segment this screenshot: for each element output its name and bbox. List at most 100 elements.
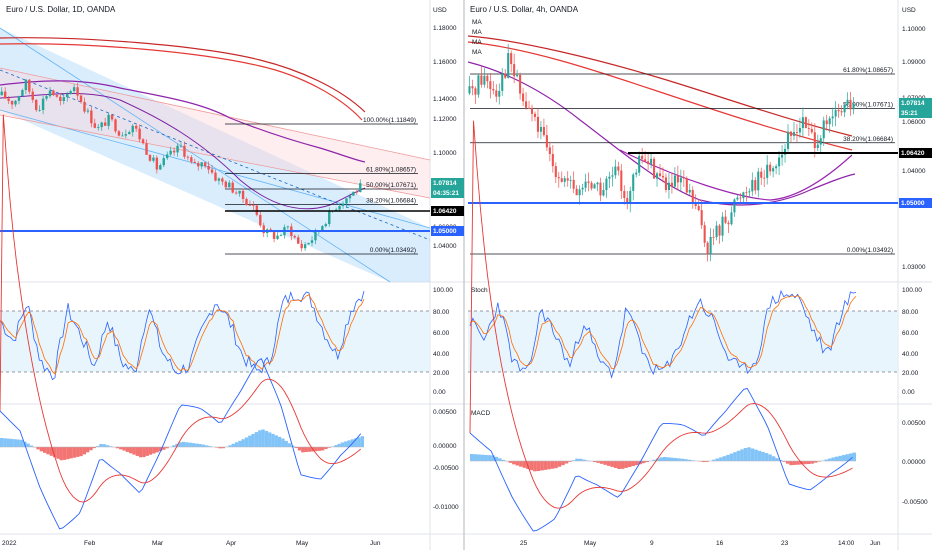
macd-histogram-bar <box>185 442 189 447</box>
macd-histogram-bar <box>599 461 604 464</box>
ma-legend-label: MA <box>472 39 482 46</box>
macd-histogram-bar <box>494 456 499 461</box>
left-macd-pane[interactable] <box>0 114 364 530</box>
macd-histogram-bar <box>631 461 635 467</box>
right-level-105: 1.05000 <box>901 200 925 207</box>
candle-body <box>718 225 721 236</box>
ma-100 <box>0 43 363 121</box>
macd-histogram-bar <box>317 447 321 451</box>
macd-histogram-bar <box>360 436 364 447</box>
macd-histogram-bar <box>705 461 709 462</box>
candle-body <box>822 120 825 139</box>
left-axis-unit: USD <box>433 7 447 14</box>
candle-body <box>10 100 14 105</box>
candle-body <box>110 114 114 120</box>
macd-histogram-bar <box>743 448 748 461</box>
macd-histogram-bar <box>16 439 20 447</box>
candle-body <box>816 144 819 149</box>
macd-histogram-bar <box>330 446 335 447</box>
macd-histogram-bar <box>789 461 793 466</box>
right-x-tick: 14:00 <box>838 540 855 547</box>
left-fib-retracement[interactable]: 100.00%(1.11849) 61.80%(1.08657) 50.00%(1.… <box>225 117 418 255</box>
left-price-tick: 1.12000 <box>433 116 457 123</box>
right-x-tick: Jun <box>870 540 881 547</box>
macd-histogram-bar <box>76 447 80 457</box>
macd-title: MACD <box>471 410 490 417</box>
left-level-105: 1.05000 <box>433 228 457 235</box>
right-fib-retracement[interactable]: 61.80%(1.08657) 50.00%(1.07671) 38.20%(1.0… <box>470 67 895 255</box>
candle-body <box>548 147 551 155</box>
macd-histogram-bar <box>248 435 252 447</box>
macd-histogram-bar <box>841 455 846 461</box>
left-x-tick: Feb <box>84 540 96 547</box>
macd-histogram-bar <box>92 447 96 449</box>
candle-body <box>28 79 31 92</box>
macd-histogram-bar <box>550 461 555 469</box>
right-last-price-bg <box>899 98 932 108</box>
candle-body <box>345 198 348 204</box>
macd-histogram-bar <box>529 461 534 471</box>
candle-body <box>59 96 62 102</box>
left-macd-tick: 0.00000 <box>433 443 457 450</box>
right-macd-pane[interactable] <box>469 120 856 532</box>
macd-histogram-bar <box>244 437 249 447</box>
candle-body <box>760 171 763 178</box>
candle-body <box>3 91 7 99</box>
candle-body <box>34 99 38 111</box>
channel-lower-line <box>0 27 391 283</box>
left-x-tick: Apr <box>226 540 237 547</box>
macd-histogram-bar <box>512 461 516 465</box>
macd-histogram-bar <box>357 437 361 447</box>
macd-signal-line <box>469 120 853 509</box>
left-stoch-pane[interactable] <box>0 290 430 381</box>
macd-histogram-bar <box>201 444 206 447</box>
candle-body <box>522 93 525 102</box>
left-price-tick: 1.14000 <box>433 96 457 103</box>
left-price-tick: 1.18000 <box>433 25 457 32</box>
candle-body <box>248 204 252 206</box>
candle-body <box>849 99 852 110</box>
candle-body <box>539 127 542 132</box>
candle-body <box>593 184 596 189</box>
candle-body <box>179 145 183 147</box>
candle-body <box>840 111 843 113</box>
right-countdown-bg <box>899 108 932 118</box>
candle-body <box>766 164 769 178</box>
macd-histogram-bar <box>268 432 272 447</box>
macd-histogram-bar <box>757 450 762 461</box>
macd-histogram-bar <box>817 461 821 462</box>
candle-body <box>166 154 169 159</box>
candle-body <box>93 123 97 128</box>
macd-histogram-bar <box>834 456 839 461</box>
macd-histogram-bar <box>6 438 10 447</box>
macd-histogram-bar <box>198 444 202 447</box>
macd-histogram-bar <box>72 447 77 458</box>
right-stoch-pane[interactable] <box>468 289 898 379</box>
left-price-tick: 1.10000 <box>433 150 457 157</box>
candle-body <box>572 179 575 189</box>
left-price-chart[interactable]: 100.00%(1.11849) 61.80%(1.08657) 50.00%(1.… <box>0 27 431 283</box>
candle-body <box>751 180 754 192</box>
right-price-chart[interactable]: 61.80%(1.08657) 50.00%(1.07671) 38.20%(1.0… <box>467 35 898 262</box>
candle-body <box>41 98 45 110</box>
left-last-price-bg <box>431 178 464 188</box>
macd-histogram-bar <box>324 447 328 450</box>
macd-histogram-bar <box>578 458 583 461</box>
left-level-1064-bg <box>431 206 464 216</box>
candle-body <box>152 157 155 161</box>
macd-histogram-bar <box>0 438 4 447</box>
candle-body <box>664 177 668 190</box>
candle-body <box>114 119 117 132</box>
macd-histogram-bar <box>102 444 106 447</box>
candle-body <box>83 101 86 112</box>
candle-body <box>128 132 131 135</box>
candle-body <box>21 90 24 97</box>
candle-body <box>724 216 727 223</box>
candle-body <box>501 73 504 91</box>
candle-body <box>359 183 362 192</box>
macd-histogram-bar <box>564 461 569 464</box>
macd-histogram-bar <box>165 447 169 449</box>
macd-histogram-bar <box>677 458 681 461</box>
macd-histogram-bar <box>327 447 331 448</box>
